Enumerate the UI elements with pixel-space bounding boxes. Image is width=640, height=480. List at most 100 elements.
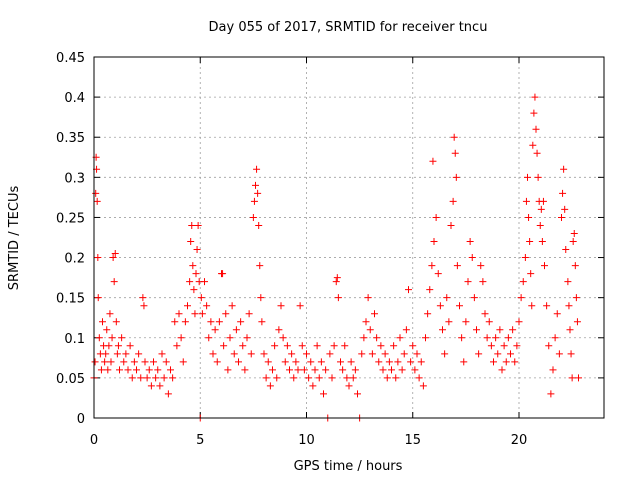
data-point [413,350,421,358]
data-points [90,93,582,422]
data-point [104,366,112,374]
data-point [228,302,236,310]
data-point [458,334,466,342]
data-point [230,350,238,358]
data-point [307,358,315,366]
data-point [560,165,568,173]
data-point [164,390,172,398]
data-point [226,334,234,342]
data-point [175,310,183,318]
data-point [533,149,541,157]
data-point [394,358,402,366]
data-point [492,334,500,342]
data-point [286,366,293,374]
data-point [197,294,205,302]
data-point [536,221,544,229]
data-point [193,246,201,254]
x-tick-labels: 0 5 10 15 20 [90,433,527,448]
data-point [333,274,341,282]
data-point [426,286,434,294]
data-point [298,342,306,350]
data-point [283,342,291,350]
data-point [494,350,502,358]
data-point [553,310,561,318]
data-point [105,342,113,350]
data-point [309,382,317,390]
data-point [258,318,266,326]
data-point [567,350,575,358]
data-point [239,342,247,350]
data-point [120,358,128,366]
data-point [250,197,258,205]
data-point [468,254,476,262]
data-point [573,318,581,326]
data-point [156,382,164,390]
y-tick-label: 0.15 [56,292,85,307]
data-point [106,310,114,318]
data-point [543,302,551,310]
data-point [475,350,483,358]
data-point [479,278,487,286]
data-point [322,366,330,374]
data-point [95,334,103,342]
y-tick-label: 0.2 [64,252,85,267]
x-tick-label: 20 [511,433,528,448]
data-point [396,334,404,342]
x-tick-label: 10 [298,433,315,448]
data-point [509,326,517,334]
axis-ticks [93,56,604,419]
data-point [191,310,199,318]
data-point [415,374,423,382]
data-point [337,358,344,366]
data-point [522,197,530,205]
chart-title: Day 055 of 2017, SRMTID for receiver tnc… [209,20,488,35]
data-point [187,238,195,246]
data-point [445,318,453,326]
data-point [313,342,321,350]
data-point [368,350,376,358]
x-tick-label: 15 [404,433,421,448]
data-point [235,358,242,366]
y-tick-label: 0 [77,412,85,427]
data-point [517,294,525,302]
data-point [538,238,546,246]
data-point [109,254,117,262]
data-point [135,350,143,358]
data-point [424,310,432,318]
data-point [562,246,570,254]
data-point [126,342,134,350]
data-point [347,358,355,366]
data-point [139,294,147,302]
data-point [575,374,582,382]
data-point [147,382,155,390]
data-point [419,382,427,390]
data-point [470,294,478,302]
data-point [213,358,221,366]
data-point [273,374,281,382]
data-point [364,294,372,302]
data-point [409,342,417,350]
data-point [456,302,463,310]
data-point [373,334,381,342]
data-point [551,334,559,342]
data-point [332,278,340,286]
data-point [262,374,270,382]
data-point [411,366,419,374]
y-tick-label: 0.45 [56,51,85,66]
data-point [343,374,351,382]
data-point [154,366,162,374]
y-tick-label: 0.3 [64,171,85,186]
data-point [194,221,202,229]
data-point [422,334,429,342]
data-point [171,318,179,326]
data-point [532,125,540,133]
data-point [290,374,298,382]
data-point [260,350,268,358]
data-point [528,302,536,310]
data-point [305,374,313,382]
data-point [150,358,157,366]
data-point [462,318,470,326]
data-point [511,358,519,366]
data-point [430,238,438,246]
data-point [93,197,101,205]
